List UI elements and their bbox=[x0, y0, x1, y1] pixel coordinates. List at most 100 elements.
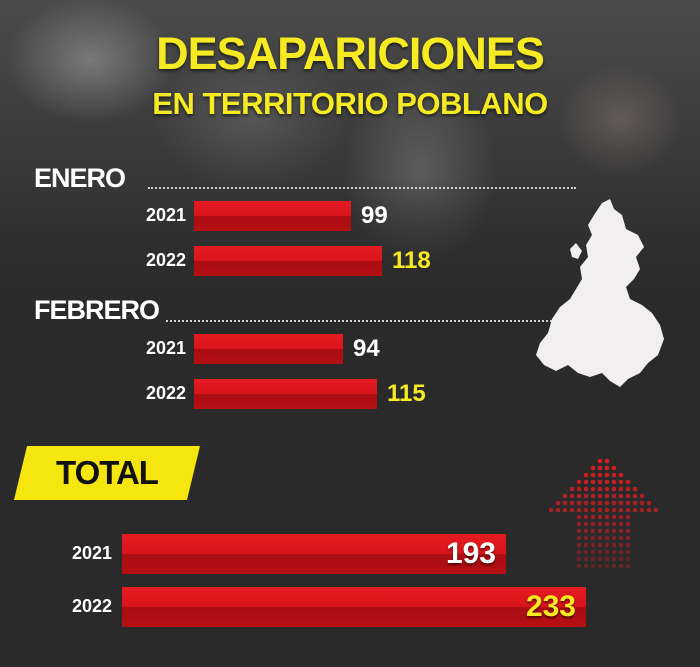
arrow-dot bbox=[590, 563, 596, 569]
arrow-dot bbox=[576, 535, 582, 541]
arrow-dot bbox=[625, 507, 631, 513]
arrow-dot bbox=[583, 535, 589, 541]
year-label-enero-2021: 2021 bbox=[145, 205, 186, 225]
year-label-total-2022: 2022 bbox=[71, 596, 112, 616]
arrow-dot bbox=[618, 507, 624, 513]
arrow-dot bbox=[653, 507, 659, 513]
arrow-dot bbox=[611, 563, 617, 569]
arrow-dot bbox=[590, 507, 596, 513]
arrow-dot bbox=[548, 507, 554, 513]
arrow-dot bbox=[618, 500, 624, 506]
arrow-dot bbox=[604, 535, 610, 541]
arrow-dot bbox=[590, 556, 596, 562]
bar-febrero-2022 bbox=[194, 379, 377, 409]
arrow-dot bbox=[597, 472, 603, 478]
arrow-dot bbox=[639, 507, 645, 513]
section-label-febrero: FEBRERO bbox=[34, 295, 160, 325]
arrow-dot bbox=[611, 542, 617, 548]
value-label-total-2022: 233 bbox=[525, 589, 576, 623]
title-line-1: DESAPARICIONES bbox=[156, 28, 545, 79]
arrow-dot bbox=[625, 500, 631, 506]
arrow-dot bbox=[590, 486, 596, 492]
arrow-dot bbox=[618, 549, 624, 555]
bar-enero-2022 bbox=[194, 246, 382, 276]
arrow-dot bbox=[611, 535, 617, 541]
arrow-dot bbox=[555, 507, 561, 513]
arrow-dot bbox=[576, 556, 582, 562]
year-label-enero-2022: 2022 bbox=[145, 250, 186, 270]
arrow-dot bbox=[611, 486, 617, 492]
arrow-dot bbox=[604, 556, 610, 562]
divider-febrero bbox=[166, 320, 556, 322]
arrow-dot bbox=[604, 514, 610, 520]
arrow-dot bbox=[576, 542, 582, 548]
arrow-dot bbox=[583, 528, 589, 534]
arrow-dot bbox=[576, 549, 582, 555]
arrow-dot bbox=[583, 556, 589, 562]
arrow-dot bbox=[632, 493, 638, 499]
arrow-dot bbox=[576, 500, 582, 506]
arrow-dot bbox=[604, 479, 610, 485]
arrow-dot bbox=[618, 528, 624, 534]
arrow-dot bbox=[632, 507, 638, 513]
arrow-dot bbox=[597, 521, 603, 527]
arrow-dot bbox=[597, 528, 603, 534]
arrow-dot bbox=[583, 493, 589, 499]
arrow-dot bbox=[611, 549, 617, 555]
arrow-dot bbox=[604, 542, 610, 548]
arrow-dot bbox=[618, 521, 624, 527]
arrow-dot bbox=[618, 514, 624, 520]
arrow-dot bbox=[569, 493, 575, 499]
value-label-febrero-2022: 115 bbox=[387, 380, 426, 408]
arrow-dot bbox=[646, 507, 652, 513]
arrow-dot bbox=[583, 542, 589, 548]
value-label-enero-2022: 118 bbox=[392, 247, 431, 275]
arrow-dot bbox=[597, 458, 603, 464]
arrow-dot bbox=[625, 479, 631, 485]
arrow-dot bbox=[632, 500, 638, 506]
arrow-dot bbox=[590, 465, 596, 471]
arrow-dot bbox=[618, 472, 624, 478]
arrow-dot bbox=[618, 542, 624, 548]
bar-total-2021 bbox=[122, 534, 506, 574]
arrow-dot bbox=[576, 563, 582, 569]
arrow-dot bbox=[611, 493, 617, 499]
arrow-dot bbox=[576, 507, 582, 513]
arrow-dot bbox=[604, 500, 610, 506]
arrow-dot bbox=[597, 556, 603, 562]
arrow-dot bbox=[618, 486, 624, 492]
arrow-dot bbox=[583, 507, 589, 513]
arrow-dot bbox=[576, 521, 582, 527]
arrow-dot bbox=[597, 542, 603, 548]
arrow-dot bbox=[611, 528, 617, 534]
arrow-dot bbox=[597, 507, 603, 513]
arrow-dot bbox=[611, 521, 617, 527]
arrow-dot bbox=[590, 542, 596, 548]
arrow-dot bbox=[590, 500, 596, 506]
arrow-dot bbox=[597, 549, 603, 555]
arrow-dot bbox=[569, 500, 575, 506]
arrow-dot bbox=[569, 507, 575, 513]
arrow-dot bbox=[611, 472, 617, 478]
arrow-dot bbox=[583, 521, 589, 527]
bar-enero-2021 bbox=[194, 201, 351, 231]
arrow-dot bbox=[618, 556, 624, 562]
arrow-dot bbox=[611, 500, 617, 506]
arrow-dot bbox=[576, 528, 582, 534]
arrow-dot bbox=[562, 500, 568, 506]
arrow-dot bbox=[604, 465, 610, 471]
year-label-febrero-2021: 2021 bbox=[145, 338, 186, 358]
year-label-total-2021: 2021 bbox=[71, 543, 112, 563]
divider-enero bbox=[148, 187, 576, 189]
arrow-dot bbox=[590, 549, 596, 555]
arrow-dot bbox=[604, 458, 610, 464]
arrow-dot bbox=[597, 535, 603, 541]
arrow-dot bbox=[604, 563, 610, 569]
arrow-dot bbox=[618, 479, 624, 485]
arrow-dot bbox=[604, 528, 610, 534]
arrow-dot bbox=[576, 493, 582, 499]
section-label-enero: ENERO bbox=[34, 163, 126, 193]
arrow-dot bbox=[604, 507, 610, 513]
arrow-dot bbox=[611, 465, 617, 471]
arrow-dot bbox=[583, 500, 589, 506]
